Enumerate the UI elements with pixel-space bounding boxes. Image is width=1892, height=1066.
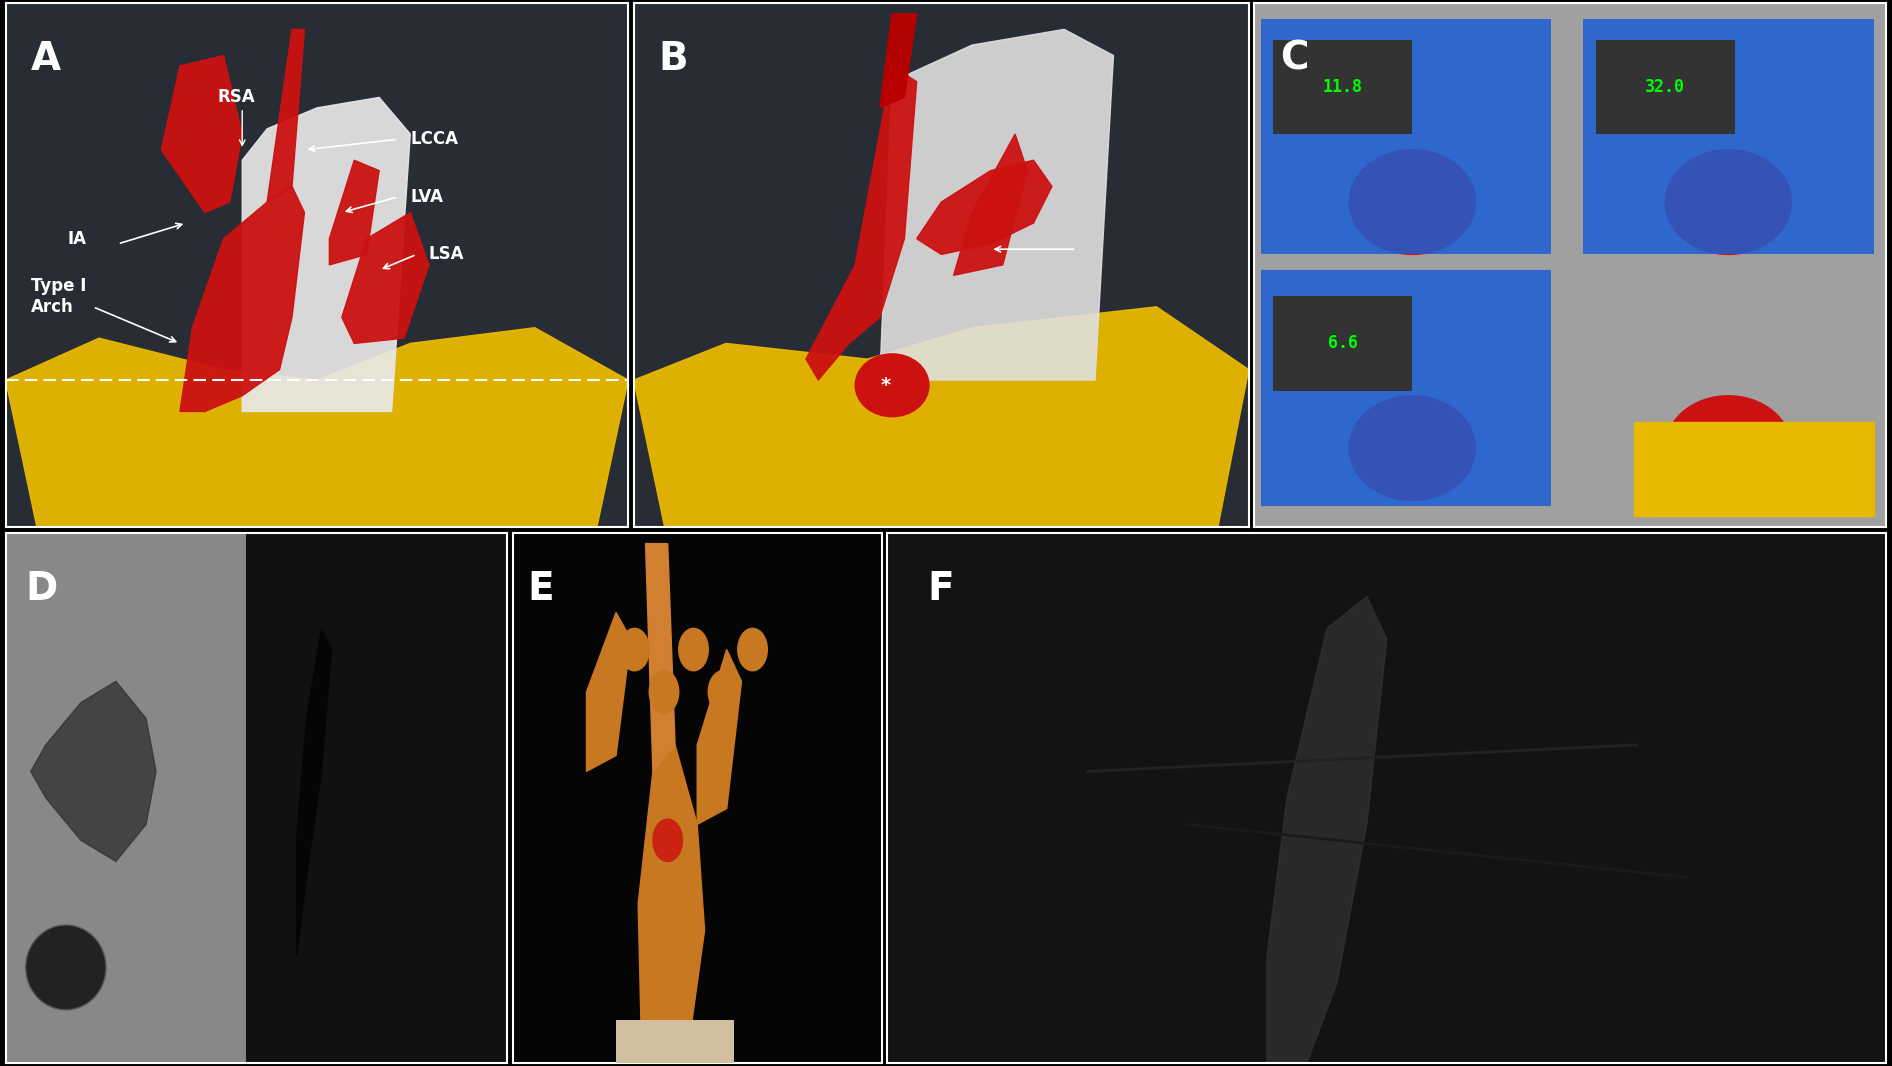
Text: LVA: LVA [411, 188, 443, 206]
Bar [1260, 270, 1551, 505]
Bar [6, 533, 246, 1063]
Text: C: C [1279, 39, 1307, 78]
Text: Type I
Arch: Type I Arch [30, 277, 85, 316]
Text: 11.8: 11.8 [1323, 78, 1362, 96]
Polygon shape [180, 187, 305, 411]
Text: 32.0: 32.0 [1646, 78, 1686, 96]
Circle shape [679, 628, 708, 671]
Polygon shape [880, 30, 1112, 381]
Polygon shape [587, 613, 630, 772]
Text: LCCA: LCCA [411, 130, 458, 148]
Text: F: F [927, 570, 954, 608]
Text: B: B [658, 39, 689, 78]
Circle shape [738, 628, 768, 671]
Bar [1260, 19, 1551, 255]
Circle shape [649, 671, 679, 713]
Polygon shape [30, 681, 155, 861]
Circle shape [1665, 149, 1792, 255]
Polygon shape [161, 55, 242, 212]
Polygon shape [918, 160, 1052, 255]
Text: E: E [528, 570, 554, 608]
Text: RSA: RSA [218, 88, 255, 107]
Circle shape [1349, 149, 1476, 255]
Circle shape [590, 671, 621, 713]
Polygon shape [267, 30, 305, 203]
Bar [1584, 19, 1873, 255]
Circle shape [653, 819, 683, 861]
Bar [617, 1020, 734, 1063]
Bar [1273, 39, 1411, 134]
Circle shape [621, 628, 649, 671]
Circle shape [1349, 395, 1476, 500]
Polygon shape [634, 307, 1249, 527]
Polygon shape [1633, 422, 1873, 516]
Text: *: * [882, 376, 891, 394]
Bar [1595, 39, 1735, 134]
Polygon shape [806, 66, 918, 381]
Text: LSA: LSA [429, 245, 464, 263]
Circle shape [708, 671, 738, 713]
Circle shape [26, 925, 106, 1010]
Bar [257, 533, 507, 1063]
Polygon shape [242, 97, 411, 411]
Polygon shape [342, 212, 429, 343]
Polygon shape [954, 134, 1027, 275]
Text: A: A [30, 39, 61, 78]
Polygon shape [1268, 597, 1387, 1063]
Polygon shape [696, 649, 742, 824]
Polygon shape [6, 327, 628, 527]
Polygon shape [297, 628, 331, 957]
Polygon shape [638, 745, 704, 1063]
Bar [1273, 296, 1411, 390]
Polygon shape [645, 544, 675, 772]
Circle shape [1665, 395, 1792, 500]
Text: D: D [26, 570, 59, 608]
Circle shape [855, 354, 929, 417]
Polygon shape [329, 160, 378, 265]
Text: 6.6: 6.6 [1328, 335, 1358, 353]
Polygon shape [880, 14, 918, 108]
Text: IA: IA [68, 230, 87, 247]
